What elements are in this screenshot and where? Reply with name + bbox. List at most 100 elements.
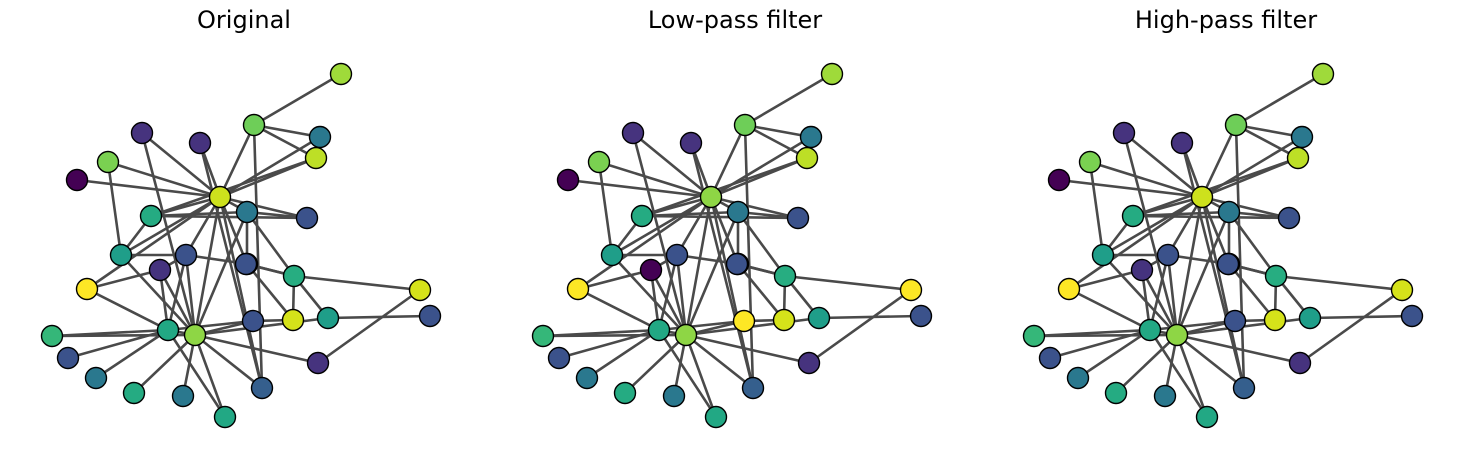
graph-node xyxy=(56,346,80,370)
graph-node xyxy=(1190,185,1214,209)
graph-edge xyxy=(1234,72,1325,127)
graph-node xyxy=(234,252,258,276)
graph-node xyxy=(109,243,133,267)
graph-node xyxy=(639,258,663,282)
graph-node xyxy=(139,204,163,228)
graph-edge xyxy=(1148,328,1209,419)
graph-edge xyxy=(657,319,746,332)
graph-edge xyxy=(597,160,614,257)
graph-node xyxy=(1217,200,1241,224)
graph-edge xyxy=(1234,123,1300,160)
graph-edge xyxy=(623,333,688,395)
graph-edge xyxy=(193,333,227,419)
graph-node xyxy=(213,405,237,429)
graph-node xyxy=(418,304,442,328)
graph-edge xyxy=(1227,262,1277,322)
graph-edge xyxy=(193,333,320,365)
graph-edge xyxy=(684,333,755,390)
graph-node xyxy=(188,131,212,155)
graph-edge xyxy=(158,268,197,337)
graph-node xyxy=(647,318,671,342)
graph-edge xyxy=(85,268,162,291)
graph-node xyxy=(613,381,637,405)
graph-edge xyxy=(193,333,264,390)
graph-edge xyxy=(1166,195,1204,257)
graph-node xyxy=(408,278,432,302)
graph-edge xyxy=(1101,253,1179,337)
graph-node xyxy=(547,346,571,370)
graph-edge xyxy=(166,328,227,419)
graph-node xyxy=(807,306,831,330)
graph-node xyxy=(1078,150,1102,174)
graph-node xyxy=(662,384,686,408)
graph-edge xyxy=(675,253,688,337)
graph-edge xyxy=(1200,123,1238,199)
graph-node xyxy=(1223,309,1247,333)
graph-edge xyxy=(1067,195,1204,291)
graph-node xyxy=(772,308,796,332)
graph-node xyxy=(122,381,146,405)
graph-edge xyxy=(140,131,197,337)
graph-node xyxy=(1311,62,1335,86)
graph-node xyxy=(1298,306,1322,330)
graph-edge xyxy=(640,156,809,218)
graph-edge xyxy=(1200,195,1231,266)
graph-edge xyxy=(597,160,713,199)
graph-edge xyxy=(1131,156,1300,218)
graph-node xyxy=(1104,381,1128,405)
graph-node xyxy=(630,204,654,228)
graph-edge xyxy=(1298,288,1404,365)
graph-node xyxy=(1057,277,1081,301)
graph-node xyxy=(250,376,274,400)
graph-edge xyxy=(140,131,222,199)
graph-edge xyxy=(1067,268,1144,291)
graph-node xyxy=(600,243,624,267)
graph-edge xyxy=(1032,328,1152,338)
graph-edge xyxy=(610,253,688,337)
graph-edge xyxy=(1234,123,1246,390)
graph-node xyxy=(909,304,933,328)
graph-node xyxy=(1216,252,1240,276)
graph-node xyxy=(235,200,259,224)
graph-node xyxy=(587,150,611,174)
graph-edge xyxy=(85,195,222,291)
graph-node xyxy=(1091,243,1115,267)
graph-edge xyxy=(576,287,661,332)
graph-edge xyxy=(684,333,718,419)
graph-node xyxy=(306,351,330,375)
graph-node xyxy=(820,62,844,86)
graph-edge xyxy=(631,131,713,199)
graph-node xyxy=(1022,324,1046,348)
graph-edge xyxy=(149,156,318,218)
graph-edge xyxy=(252,123,264,390)
graph-node xyxy=(1195,405,1219,429)
graph-node xyxy=(308,125,332,149)
graph-edge xyxy=(1274,274,1404,292)
graph-node xyxy=(208,185,232,209)
graph-node xyxy=(40,324,64,348)
graph-edge xyxy=(743,123,809,160)
graph-edge xyxy=(184,253,197,337)
graph-edge xyxy=(75,178,222,199)
graph-node xyxy=(1130,258,1154,282)
graph-node xyxy=(799,125,823,149)
graph-edge xyxy=(245,262,295,322)
graph-node xyxy=(1400,304,1424,328)
graph-node xyxy=(621,121,645,145)
graph-edge xyxy=(1175,333,1246,390)
graph-node xyxy=(732,309,756,333)
graph-edge xyxy=(1076,328,1152,380)
graph-edge xyxy=(1088,160,1105,257)
graph-edge xyxy=(631,131,688,337)
graph-node xyxy=(183,323,207,347)
graph-edge xyxy=(1175,210,1231,337)
panel-title-high-pass: High-pass filter xyxy=(1134,6,1318,34)
graph-edge xyxy=(132,333,197,395)
graph-node xyxy=(1066,366,1090,390)
graph-node xyxy=(242,113,266,137)
graph-edge xyxy=(657,328,718,419)
panel-original: Original xyxy=(0,0,488,466)
panel-low-pass: Low-pass filter xyxy=(491,0,979,466)
graph-edge xyxy=(218,195,309,220)
graph-node xyxy=(281,308,305,332)
